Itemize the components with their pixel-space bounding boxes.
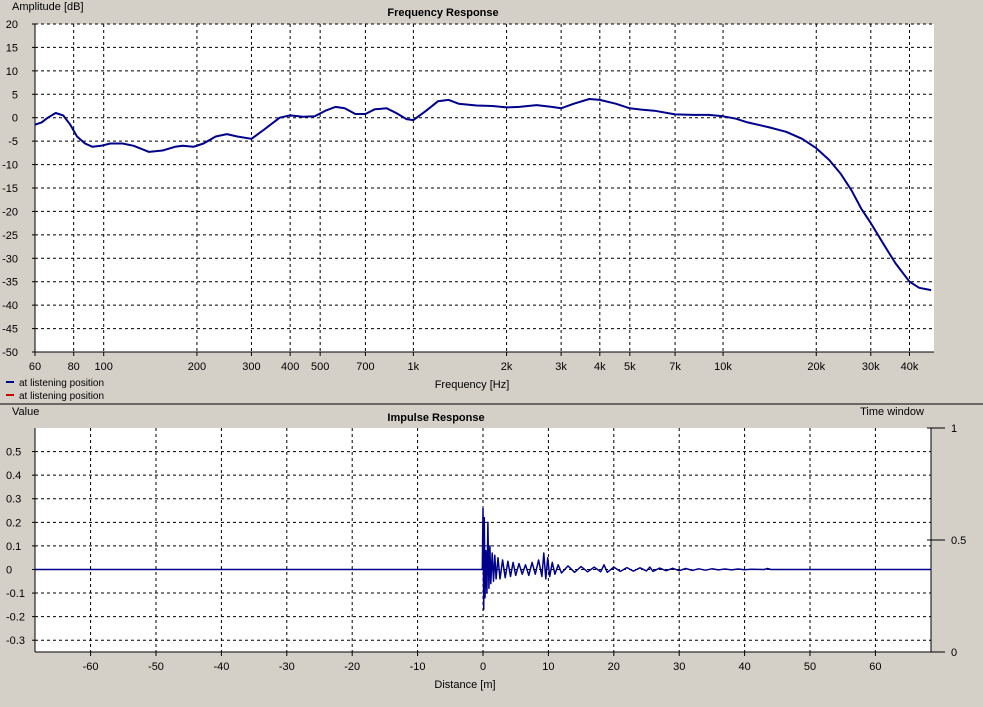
frequency-x-tick-labels: 60 80 100 200 300 400 500 700 1k 2k 3k 4k 5k 7k 10k 20k… (29, 361, 919, 373)
impulse-x-axis-label: Distance [m] (434, 679, 495, 691)
frequency-y-tick-label: -35 (2, 277, 18, 289)
impulse-y-tick-label: 0 (6, 564, 12, 576)
frequency-x-tick-label: 60 (29, 361, 41, 373)
frequency-x-tick-label: 5k (624, 361, 636, 373)
time-window-tick-label: 0 (951, 647, 957, 659)
impulse-x-tick-label: -30 (279, 661, 295, 673)
impulse-y-tick-label: -0.3 (6, 635, 25, 647)
frequency-x-tick-label: 4k (594, 361, 606, 373)
frequency-x-tick-label: 20k (807, 361, 825, 373)
frequency-chart-title: Frequency Response (387, 7, 498, 19)
impulse-chart-title: Impulse Response (387, 412, 484, 424)
frequency-y-tick-label: -45 (2, 324, 18, 336)
impulse-x-tick-label: -50 (148, 661, 164, 673)
impulse-y-tick-label: -0.1 (6, 588, 25, 600)
impulse-y-tick-label: 0.4 (6, 470, 21, 482)
frequency-x-axis-label: Frequency [Hz] (435, 379, 510, 391)
impulse-y-tick-label: 0.5 (6, 447, 21, 459)
impulse-x-tick-label: -20 (344, 661, 360, 673)
frequency-y-tick-label: -10 (2, 160, 18, 172)
frequency-y-tick-label: -5 (8, 136, 18, 148)
frequency-x-tick-label: 200 (188, 361, 206, 373)
impulse-x-tick-label: -60 (83, 661, 99, 673)
frequency-x-tick-label: 700 (356, 361, 374, 373)
legend: at listening position at listening posit… (6, 378, 104, 402)
impulse-x-tick-label: 30 (673, 661, 685, 673)
impulse-series-line (35, 507, 931, 611)
impulse-y-tick-labels: 0.5 0.4 0.3 0.2 0.1 0 -0.1 -0.2 -0.3 (6, 447, 25, 648)
time-window-tick-label: 0.5 (951, 535, 966, 547)
frequency-x-tick-label: 3k (555, 361, 567, 373)
frequency-y-tick-label: -40 (2, 300, 18, 312)
impulse-x-tick-label: 10 (542, 661, 554, 673)
impulse-x-tick-label: 50 (804, 661, 816, 673)
frequency-y-tick-label: 0 (12, 113, 18, 125)
impulse-x-tick-label: -10 (410, 661, 426, 673)
frequency-x-tick-label: 40k (901, 361, 919, 373)
impulse-x-tick-label: 0 (480, 661, 486, 673)
legend-label-red[interactable]: at listening position (19, 391, 104, 402)
frequency-x-tick-label: 300 (242, 361, 260, 373)
frequency-x-tick-label: 500 (311, 361, 329, 373)
frequency-y-tick-label: -30 (2, 253, 18, 265)
impulse-x-tick-label: 20 (608, 661, 620, 673)
impulse-x-tick-label: 60 (869, 661, 881, 673)
legend-label-blue[interactable]: at listening position (19, 378, 104, 389)
impulse-y-tick-label: 0.2 (6, 517, 21, 529)
frequency-y-tick-label: 5 (12, 89, 18, 101)
frequency-y-tick-labels: 20 15 10 5 0 -5 -10 -15 -20 -25 -30 -35 -40 -45 -50 (2, 19, 18, 359)
impulse-x-tick-label: -40 (213, 661, 229, 673)
frequency-y-tick-label: -15 (2, 183, 18, 195)
time-window-axis-label: Time window (860, 406, 924, 418)
frequency-series-line (34, 98, 932, 292)
frequency-y-axis-label: Amplitude [dB] (12, 1, 84, 13)
frequency-y-tick-label: -20 (2, 206, 18, 218)
frequency-plot-area[interactable] (35, 24, 934, 352)
frequency-x-tick-label: 80 (68, 361, 80, 373)
frequency-x-tick-label: 1k (408, 361, 420, 373)
time-window-tick-labels: 10.50 (951, 423, 966, 659)
frequency-x-tick-label: 400 (281, 361, 299, 373)
frequency-x-tick-label: 30k (862, 361, 880, 373)
frequency-series-group (34, 98, 932, 292)
impulse-y-axis-label: Value (12, 406, 39, 418)
frequency-x-tick-label: 7k (669, 361, 681, 373)
frequency-x-tick-label: 100 (95, 361, 113, 373)
impulse-y-tick-label: 0.3 (6, 494, 21, 506)
impulse-x-tick-labels: -60 -50 -40 -30 -20 -10 0 10 20 30 40 50 60 (83, 661, 882, 673)
frequency-y-tick-label: 20 (6, 19, 18, 31)
frequency-x-tick-label: 10k (714, 361, 732, 373)
frequency-x-tick-label: 2k (501, 361, 513, 373)
impulse-response-chart: 0.50.40.30.20.10-0.1-0.2-0.3 10.50 -60 -5… (6, 406, 966, 691)
time-window-tick-label: 1 (951, 423, 957, 435)
impulse-series-group (35, 507, 931, 611)
frequency-y-tick-label: -50 (2, 347, 18, 359)
frequency-response-chart: 20 15 10 5 0 -5 -10 -15 -20 -25 -30 -35 -40 -45 -50 60… (2, 1, 934, 402)
impulse-y-tick-label: 0.1 (6, 541, 21, 553)
impulse-x-tick-label: 40 (738, 661, 750, 673)
frequency-y-tick-label: 15 (6, 42, 18, 54)
frequency-y-tick-label: 10 (6, 66, 18, 78)
frequency-y-tick-label: -25 (2, 230, 18, 242)
impulse-y-tick-label: -0.2 (6, 612, 25, 624)
